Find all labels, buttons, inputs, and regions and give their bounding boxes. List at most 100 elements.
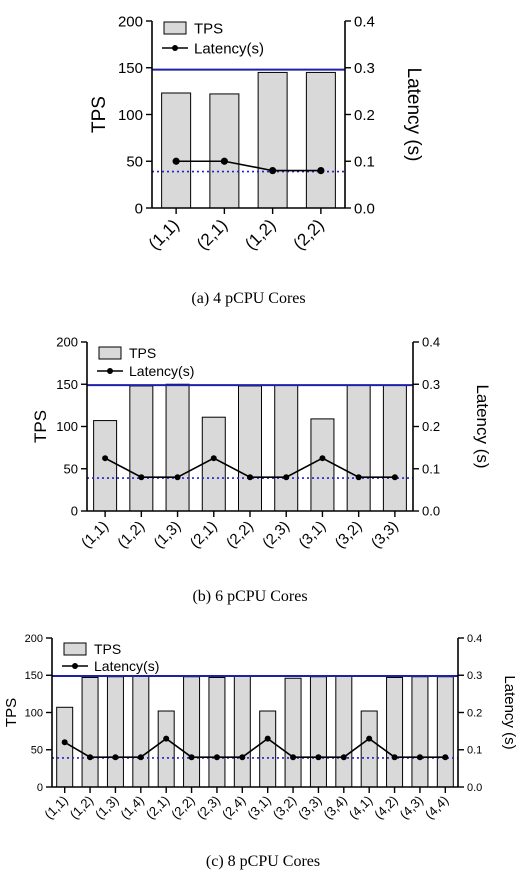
tps-bar [382, 384, 407, 512]
category-label: (2,2) [290, 215, 328, 253]
tps-bar [165, 383, 190, 512]
tps-bar [183, 676, 201, 788]
latency-point [239, 754, 246, 761]
category-label: (1,1) [41, 793, 71, 823]
legend-swatch-tps [98, 346, 122, 360]
category-label: (1,2) [67, 793, 97, 823]
category-label: (3,1) [295, 518, 329, 552]
latency-point [264, 735, 271, 742]
latency-point [112, 754, 119, 761]
legend-label-latency: Latency(s) [194, 40, 264, 57]
left-tick-label: 0 [71, 504, 78, 519]
latency-line [176, 160, 321, 172]
chart-panel-1: 0 50 100 150 200 0.0 0.1 0.2 0.3 0.4 (1,1) (2,1) (1,… [89, 13, 424, 307]
legend-label-tps: TPS [194, 20, 223, 37]
latency-point [247, 474, 253, 481]
category-label: (2,2) [223, 518, 257, 552]
latency-point [340, 754, 347, 761]
latency-point [87, 754, 94, 761]
figure-caption: (b) 6 pCPU Cores [192, 588, 307, 605]
right-tick-label: 0.3 [422, 377, 440, 392]
latency-point [269, 167, 277, 175]
right-tick-label: 0.4 [354, 13, 375, 30]
latency-point [317, 167, 325, 175]
latency-point [442, 754, 449, 761]
tps-bar [436, 676, 454, 788]
legend-swatch-latency-point [172, 45, 178, 51]
latency-point [210, 455, 217, 462]
latency-point [137, 754, 144, 761]
figure-caption: (c) 8 pCPU Cores [206, 853, 320, 870]
latency-point [290, 754, 297, 761]
figure-caption: (a) 4 pCPU Cores [191, 290, 305, 307]
category-label: (1,1) [78, 518, 112, 552]
latency-point [220, 157, 228, 165]
latency-point [102, 455, 109, 462]
tps-bar [208, 676, 226, 788]
category-label: (2,1) [187, 518, 221, 552]
category-label: (1,2) [114, 518, 148, 552]
tps-bar [386, 676, 404, 788]
left-tick-label: 200 [118, 13, 143, 30]
left-tick-label: 50 [64, 461, 78, 476]
latency-point [319, 455, 326, 462]
latency-point [163, 735, 170, 742]
category-label: (3,3) [295, 793, 325, 823]
category-label: (2,4) [219, 793, 249, 823]
category-label: (1,3) [151, 518, 185, 552]
latency-point [61, 739, 68, 746]
legend-label-latency: Latency(s) [129, 363, 194, 379]
category-label: (3,1) [244, 793, 274, 823]
tps-bar [209, 93, 240, 209]
latency-point [174, 474, 181, 481]
tps-bar [411, 676, 429, 788]
category-label: (3,4) [320, 793, 350, 823]
tps-bar [161, 92, 192, 209]
tps-bar [274, 384, 299, 512]
tps-bar [233, 675, 251, 788]
left-tick-label: 100 [56, 419, 78, 434]
tps-bar [310, 418, 335, 512]
right-tick-label: 0.4 [467, 633, 482, 645]
left-tick-label: 150 [56, 377, 78, 392]
y-axis-title: TPS [89, 96, 110, 133]
legend-swatch-latency-point [72, 663, 78, 669]
legend-label-tps: TPS [94, 641, 121, 657]
left-tick-label: 0 [37, 782, 43, 794]
category-label: (4,3) [397, 793, 427, 823]
tps-bar [309, 676, 327, 788]
right-tick-label: 0.1 [354, 154, 375, 171]
tps-bar [81, 676, 99, 788]
tps-bar [56, 706, 74, 788]
category-label: (4,4) [422, 793, 452, 823]
legend-label-tps: TPS [129, 345, 156, 361]
latency-point [172, 157, 180, 165]
tps-bar [106, 676, 124, 788]
right-tick-label: 0.1 [467, 745, 482, 757]
left-tick-label: 150 [118, 60, 143, 77]
right-tick-label: 0.0 [467, 782, 482, 794]
tps-bar [259, 710, 277, 788]
category-label: (3,2) [270, 793, 300, 823]
left-tick-label: 50 [31, 745, 43, 757]
right-tick-label: 0.4 [422, 335, 440, 350]
right-tick-label: 0.3 [354, 60, 375, 77]
category-label: (2,1) [193, 215, 231, 253]
tps-bar [360, 710, 378, 788]
category-label: (1,3) [92, 793, 122, 823]
category-label: (1,2) [241, 215, 279, 253]
left-tick-label: 200 [25, 633, 43, 645]
left-tick-label: 150 [25, 670, 43, 682]
latency-point [391, 474, 398, 481]
chart-panel-2: 0 50 100 150 200 0.0 0.1 0.2 0.3 0.4 (1,1) (1,2) (1,… [31, 335, 492, 605]
tps-bar [335, 675, 353, 788]
left-tick-label: 0 [135, 200, 143, 217]
tps-bar [346, 384, 371, 512]
right-tick-label: 0.2 [354, 107, 375, 124]
category-label: (2,3) [194, 793, 224, 823]
legend-swatch-tps [63, 642, 87, 656]
latency-point [283, 474, 290, 481]
right-tick-label: 0.0 [422, 504, 440, 519]
category-label: (1,1) [145, 215, 183, 253]
